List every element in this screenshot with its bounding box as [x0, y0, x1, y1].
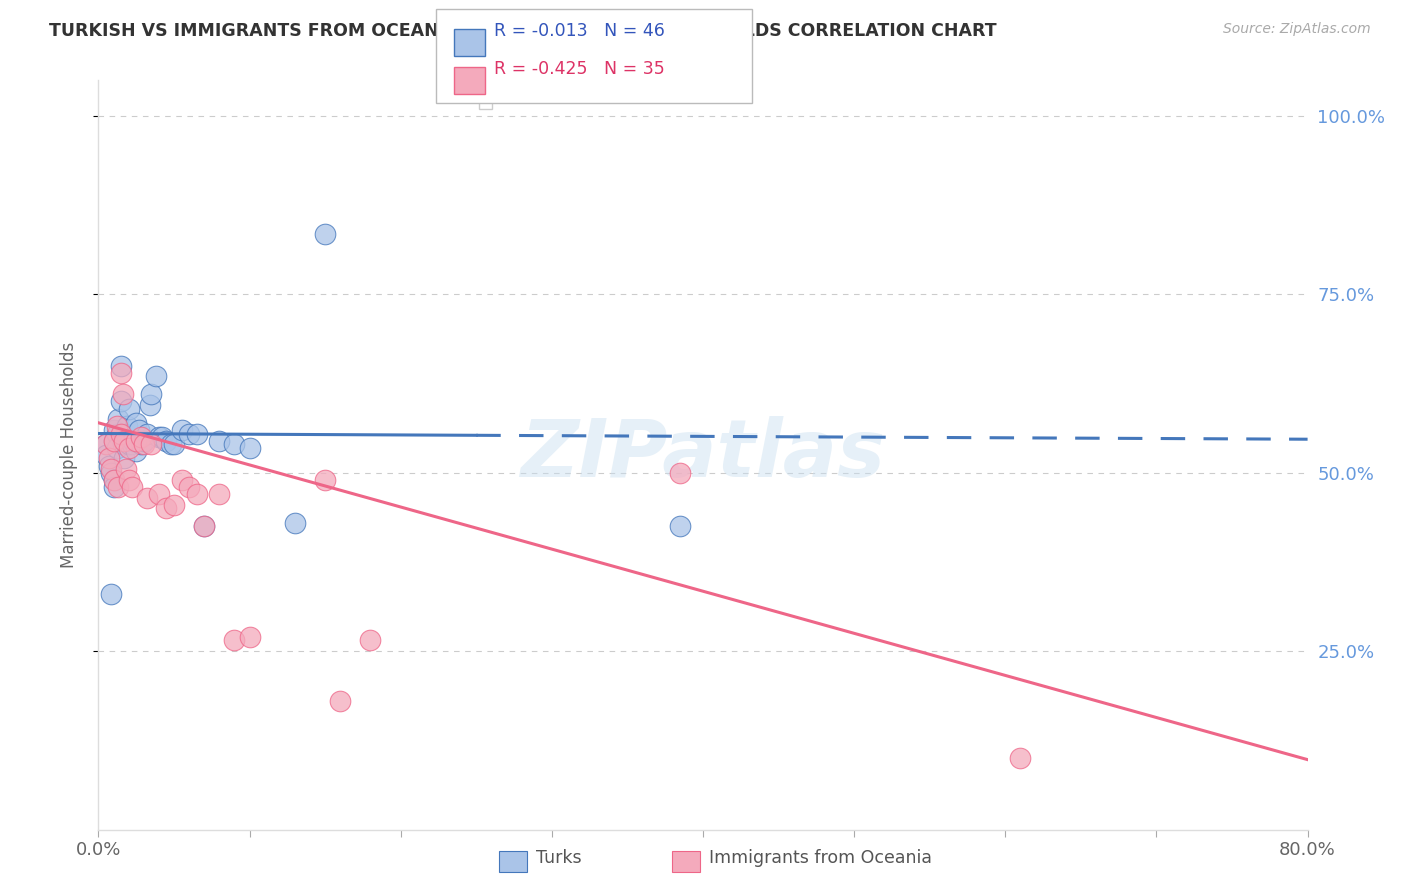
Point [141, 387, 163, 401]
Point [360, 633, 382, 648]
Point [208, 487, 231, 501]
Point [121, 480, 143, 494]
Point [118, 473, 141, 487]
Point [112, 451, 135, 466]
Point [107, 480, 129, 494]
Point [155, 501, 177, 516]
Point [105, 441, 128, 455]
Point [115, 419, 138, 434]
Point [110, 394, 132, 409]
Point [193, 519, 215, 533]
Point [179, 426, 201, 441]
Point [125, 444, 148, 458]
Point [114, 462, 136, 476]
Point [132, 434, 155, 448]
Point [163, 498, 186, 512]
Point [94, 437, 117, 451]
Text: TURKISH VS IMMIGRANTS FROM OCEANIA MARRIED-COUPLE HOUSEHOLDS CORRELATION CHART: TURKISH VS IMMIGRANTS FROM OCEANIA MARRI… [49, 22, 997, 40]
Point [111, 387, 134, 401]
Point [111, 437, 134, 451]
Point [150, 430, 173, 444]
Point [141, 437, 163, 451]
Point [107, 412, 129, 426]
Point [329, 694, 352, 708]
Text: Source: ZipAtlas.com: Source: ZipAtlas.com [1223, 22, 1371, 37]
Point [129, 430, 152, 444]
Point [100, 466, 122, 480]
Point [193, 519, 215, 533]
Point [139, 398, 162, 412]
Point [1010, 751, 1032, 765]
Point [118, 441, 141, 455]
Point [186, 487, 208, 501]
Point [135, 491, 157, 505]
Point [100, 587, 122, 601]
Point [103, 473, 125, 487]
Text: R = -0.013   N = 46: R = -0.013 N = 46 [494, 22, 665, 40]
Point [239, 441, 262, 455]
Point [145, 369, 167, 384]
Point [669, 466, 692, 480]
Point [110, 359, 132, 373]
Text: R = -0.425   N = 35: R = -0.425 N = 35 [494, 60, 664, 78]
Point [155, 434, 177, 448]
Point [224, 633, 246, 648]
Point [98, 451, 121, 466]
Point [118, 437, 141, 451]
Legend:  [478, 96, 492, 110]
Point [105, 419, 128, 434]
Point [105, 426, 128, 441]
Point [239, 630, 262, 644]
Point [94, 448, 117, 462]
Point [148, 430, 170, 444]
Point [669, 519, 692, 533]
Text: Turks: Turks [536, 849, 581, 867]
Point [129, 437, 152, 451]
Point [110, 366, 132, 380]
Point [114, 426, 136, 441]
Point [186, 426, 208, 441]
Point [284, 516, 307, 530]
Point [125, 434, 148, 448]
Point [314, 473, 336, 487]
Point [103, 434, 125, 448]
Point [98, 458, 121, 473]
Point [112, 434, 135, 448]
Point [100, 462, 122, 476]
Point [103, 480, 125, 494]
Point [132, 437, 155, 451]
Point [314, 227, 336, 241]
Point [103, 473, 125, 487]
Point [121, 437, 143, 451]
Point [125, 416, 148, 430]
Point [179, 480, 201, 494]
Point [110, 426, 132, 441]
Text: Immigrants from Oceania: Immigrants from Oceania [709, 849, 932, 867]
Point [148, 487, 170, 501]
Point [208, 434, 231, 448]
Point [170, 423, 193, 437]
Point [224, 437, 246, 451]
Point [128, 423, 150, 437]
Point [163, 437, 186, 451]
Point [103, 423, 125, 437]
Point [170, 473, 193, 487]
Point [118, 401, 141, 416]
Point [103, 434, 125, 448]
Point [160, 437, 183, 451]
Y-axis label: Married-couple Households: Married-couple Households [59, 342, 77, 568]
Text: ZIPatlas: ZIPatlas [520, 416, 886, 494]
Point [122, 434, 145, 448]
Point [135, 426, 157, 441]
Point [94, 437, 117, 451]
